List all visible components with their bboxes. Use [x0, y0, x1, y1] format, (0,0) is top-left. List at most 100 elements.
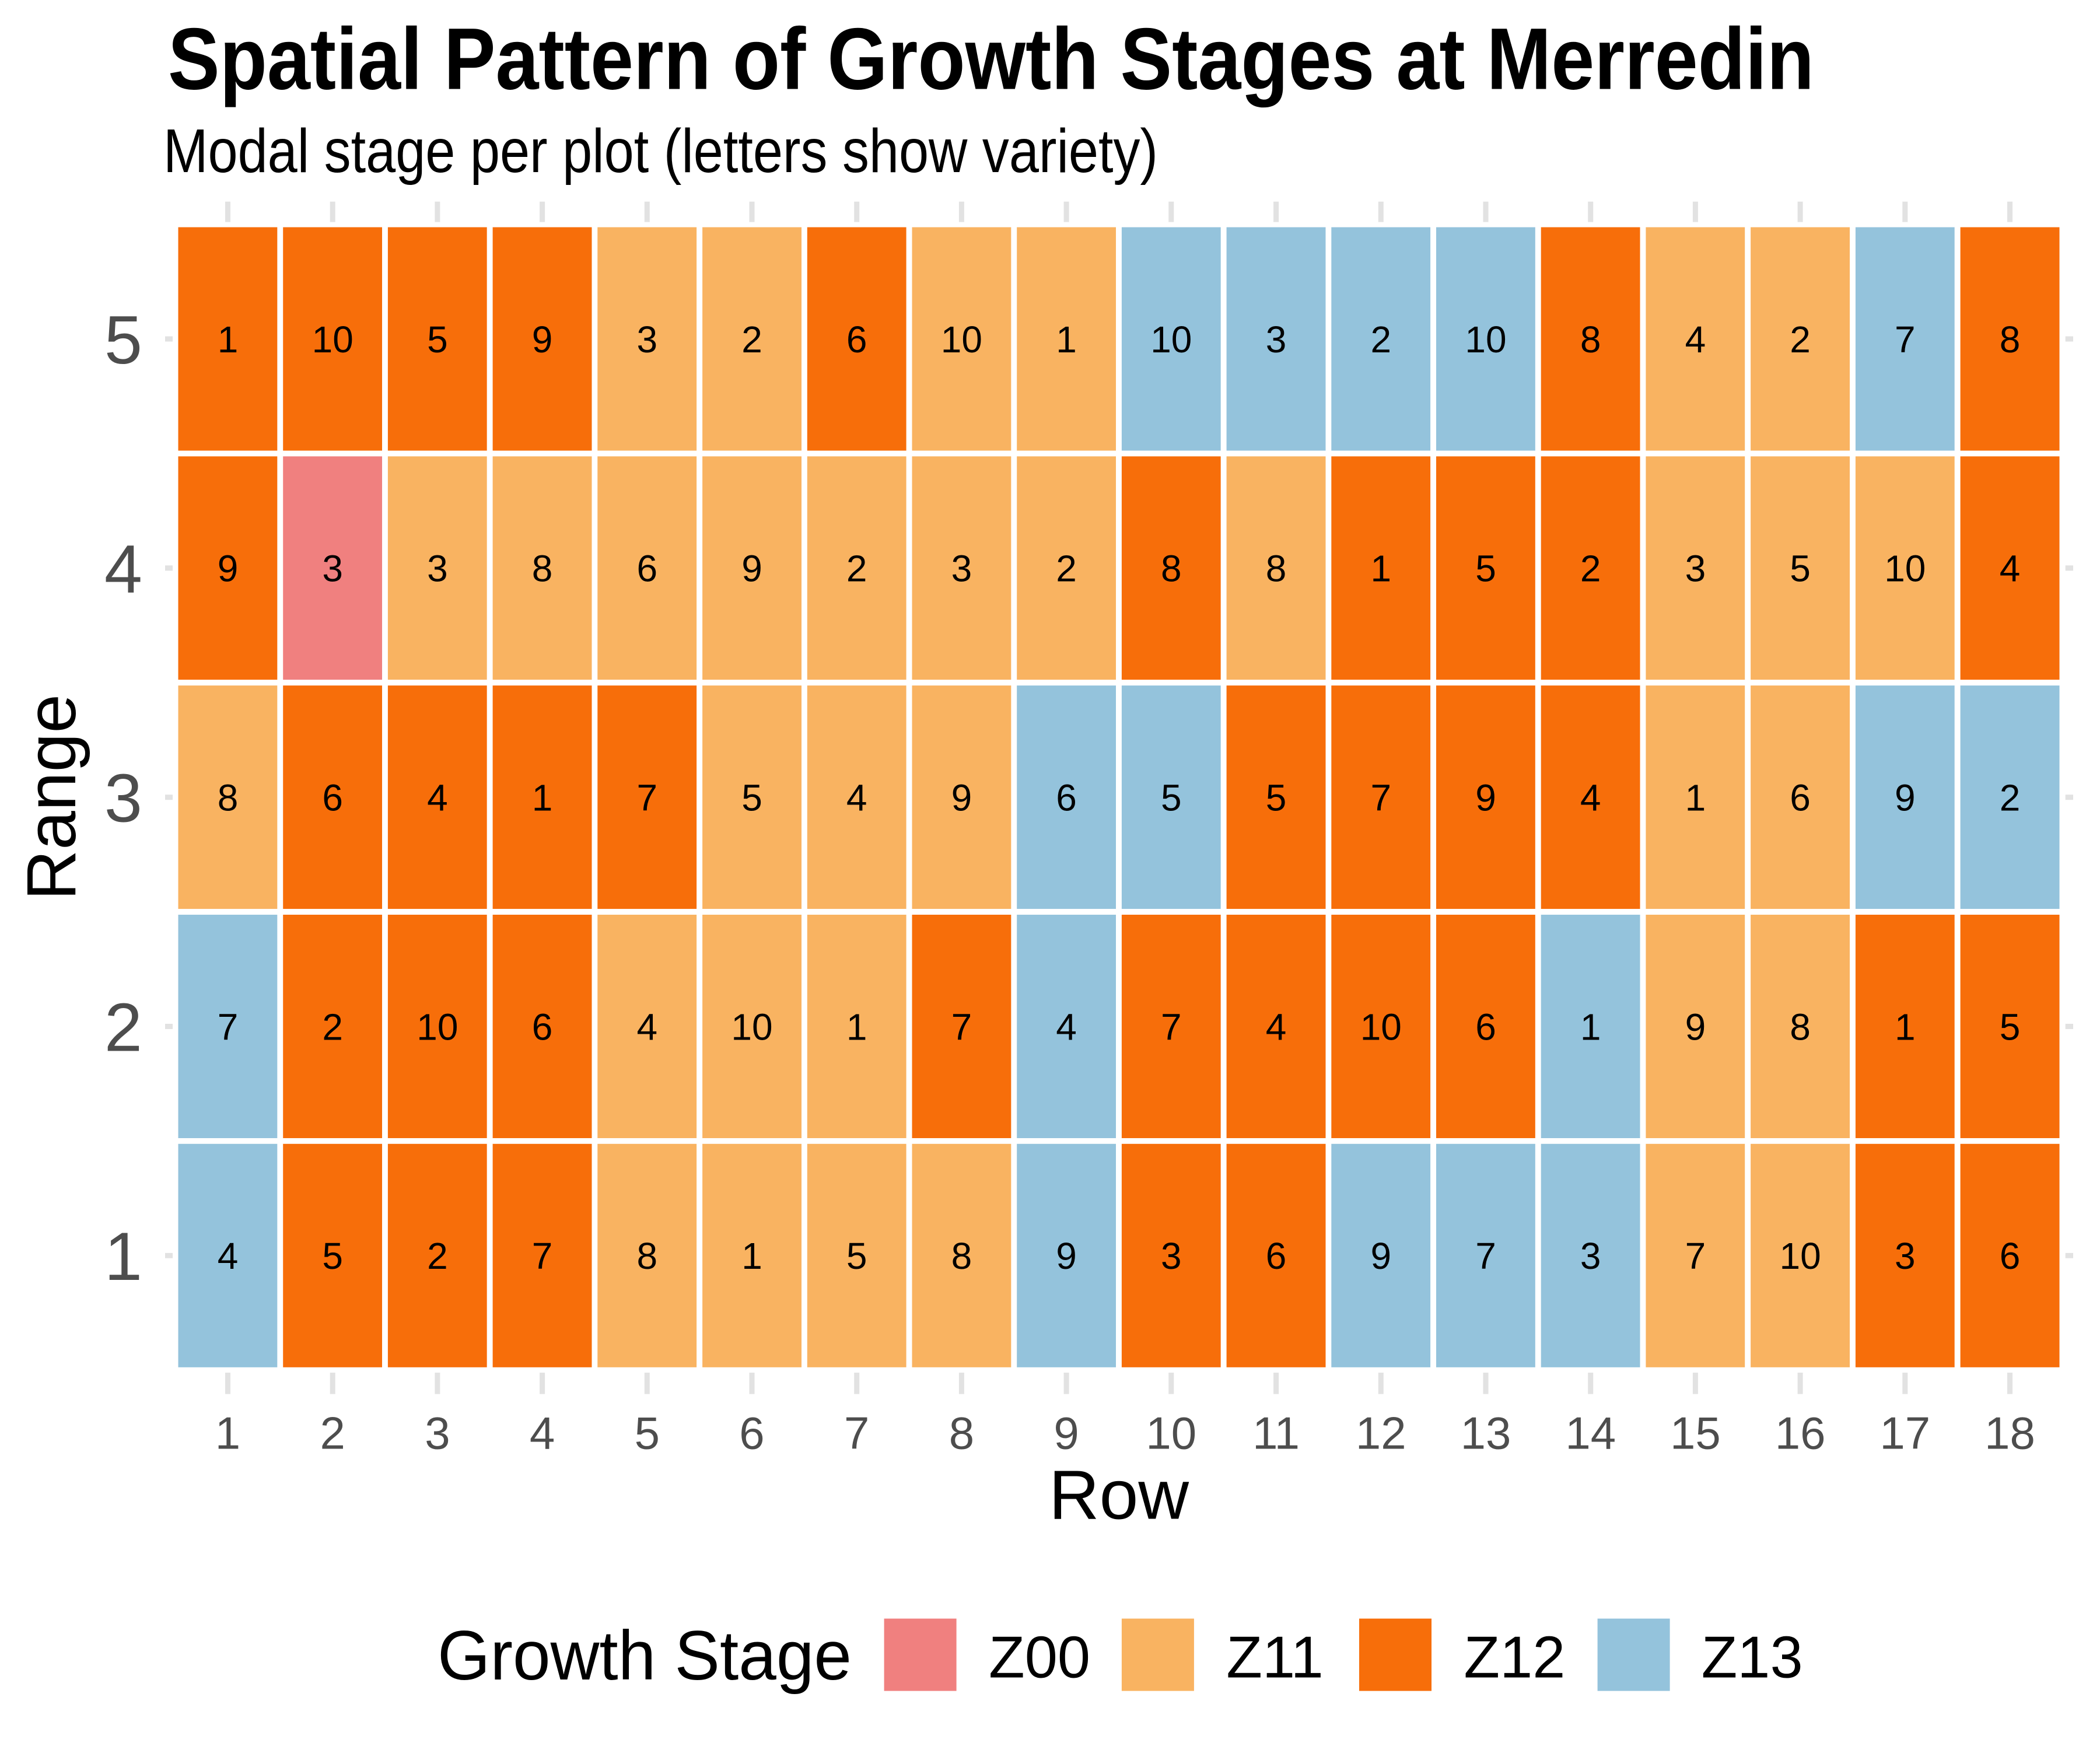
- svg-text:6: 6: [739, 1408, 764, 1459]
- svg-text:10: 10: [312, 319, 354, 361]
- svg-text:5: 5: [846, 1235, 867, 1277]
- svg-text:5: 5: [1790, 548, 1811, 590]
- svg-text:Growth Stage: Growth Stage: [438, 1616, 852, 1695]
- svg-text:8: 8: [1266, 548, 1287, 590]
- svg-text:7: 7: [844, 1408, 869, 1459]
- svg-text:Z00: Z00: [989, 1625, 1090, 1691]
- svg-text:4: 4: [1266, 1006, 1287, 1048]
- svg-text:7: 7: [1371, 777, 1392, 819]
- svg-text:8: 8: [1790, 1006, 1811, 1048]
- svg-text:7: 7: [218, 1006, 239, 1048]
- svg-text:6: 6: [1475, 1006, 1496, 1048]
- svg-text:4: 4: [530, 1408, 555, 1459]
- svg-text:9: 9: [741, 548, 762, 590]
- svg-text:3: 3: [951, 548, 972, 590]
- svg-text:2: 2: [741, 319, 762, 361]
- svg-text:6: 6: [846, 319, 867, 361]
- svg-text:10: 10: [416, 1006, 458, 1048]
- svg-text:10: 10: [1780, 1235, 1821, 1277]
- svg-text:1: 1: [1895, 1006, 1916, 1048]
- svg-text:10: 10: [941, 319, 982, 361]
- svg-text:9: 9: [1056, 1235, 1077, 1277]
- svg-text:4: 4: [427, 777, 448, 819]
- svg-text:Modal stage per plot (letters: Modal stage per plot (letters show varie…: [163, 117, 1158, 186]
- svg-text:4: 4: [104, 531, 142, 607]
- svg-text:3: 3: [322, 548, 343, 590]
- svg-text:14: 14: [1565, 1408, 1616, 1459]
- svg-text:4: 4: [2000, 548, 2021, 590]
- svg-text:5: 5: [1266, 777, 1287, 819]
- svg-text:10: 10: [1150, 319, 1192, 361]
- svg-text:5: 5: [2000, 1006, 2021, 1048]
- svg-text:10: 10: [731, 1006, 772, 1048]
- svg-text:8: 8: [637, 1235, 658, 1277]
- svg-text:15: 15: [1670, 1408, 1721, 1459]
- svg-text:1: 1: [1580, 1006, 1601, 1048]
- svg-text:4: 4: [637, 1006, 658, 1048]
- svg-text:6: 6: [322, 777, 343, 819]
- svg-text:7: 7: [532, 1235, 553, 1277]
- svg-text:1: 1: [218, 319, 239, 361]
- svg-text:2: 2: [322, 1006, 343, 1048]
- svg-text:9: 9: [1895, 777, 1916, 819]
- svg-text:6: 6: [2000, 1235, 2021, 1277]
- svg-text:11: 11: [1252, 1408, 1300, 1459]
- svg-text:5: 5: [427, 319, 448, 361]
- svg-text:6: 6: [1056, 777, 1077, 819]
- svg-text:1: 1: [532, 777, 553, 819]
- svg-text:3: 3: [1161, 1235, 1182, 1277]
- svg-text:5: 5: [322, 1235, 343, 1277]
- svg-text:9: 9: [951, 777, 972, 819]
- svg-text:5: 5: [635, 1408, 660, 1459]
- svg-text:2: 2: [104, 989, 142, 1065]
- svg-text:2: 2: [1056, 548, 1077, 590]
- svg-text:8: 8: [949, 1408, 974, 1459]
- svg-text:8: 8: [951, 1235, 972, 1277]
- svg-text:3: 3: [425, 1408, 450, 1459]
- svg-text:6: 6: [1266, 1235, 1287, 1277]
- svg-text:7: 7: [1895, 319, 1916, 361]
- svg-text:Range: Range: [12, 694, 90, 901]
- svg-text:3: 3: [1895, 1235, 1916, 1277]
- svg-text:3: 3: [1580, 1235, 1601, 1277]
- svg-text:6: 6: [637, 548, 658, 590]
- svg-text:12: 12: [1356, 1408, 1406, 1459]
- svg-text:7: 7: [1161, 1006, 1182, 1048]
- svg-text:8: 8: [1580, 319, 1601, 361]
- svg-text:18: 18: [1985, 1408, 2035, 1459]
- svg-text:1: 1: [1056, 319, 1077, 361]
- svg-text:3: 3: [1266, 319, 1287, 361]
- svg-text:Z11: Z11: [1226, 1625, 1324, 1691]
- svg-text:7: 7: [637, 777, 658, 819]
- svg-text:9: 9: [1475, 777, 1496, 819]
- svg-text:2: 2: [427, 1235, 448, 1277]
- svg-text:Z12: Z12: [1464, 1625, 1565, 1691]
- svg-text:8: 8: [218, 777, 239, 819]
- svg-text:1: 1: [741, 1235, 762, 1277]
- svg-text:1: 1: [1685, 777, 1706, 819]
- svg-text:9: 9: [1371, 1235, 1392, 1277]
- svg-text:7: 7: [951, 1006, 972, 1048]
- svg-text:2: 2: [1371, 319, 1392, 361]
- svg-text:Z13: Z13: [1702, 1625, 1803, 1691]
- svg-text:2: 2: [1790, 319, 1811, 361]
- svg-text:9: 9: [1685, 1006, 1706, 1048]
- svg-text:9: 9: [1054, 1408, 1079, 1459]
- svg-text:4: 4: [1685, 319, 1706, 361]
- svg-text:2: 2: [2000, 777, 2021, 819]
- svg-text:8: 8: [1161, 548, 1182, 590]
- svg-text:2: 2: [846, 548, 867, 590]
- svg-text:2: 2: [1580, 548, 1601, 590]
- svg-text:7: 7: [1685, 1235, 1706, 1277]
- svg-text:3: 3: [104, 760, 142, 837]
- svg-text:9: 9: [532, 319, 553, 361]
- svg-text:8: 8: [2000, 319, 2021, 361]
- svg-text:5: 5: [1475, 548, 1496, 590]
- svg-text:6: 6: [532, 1006, 553, 1048]
- svg-text:4: 4: [1056, 1006, 1077, 1048]
- svg-text:5: 5: [1161, 777, 1182, 819]
- svg-text:1: 1: [104, 1218, 142, 1294]
- svg-text:1: 1: [215, 1408, 240, 1459]
- svg-text:6: 6: [1790, 777, 1811, 819]
- svg-text:10: 10: [1146, 1408, 1196, 1459]
